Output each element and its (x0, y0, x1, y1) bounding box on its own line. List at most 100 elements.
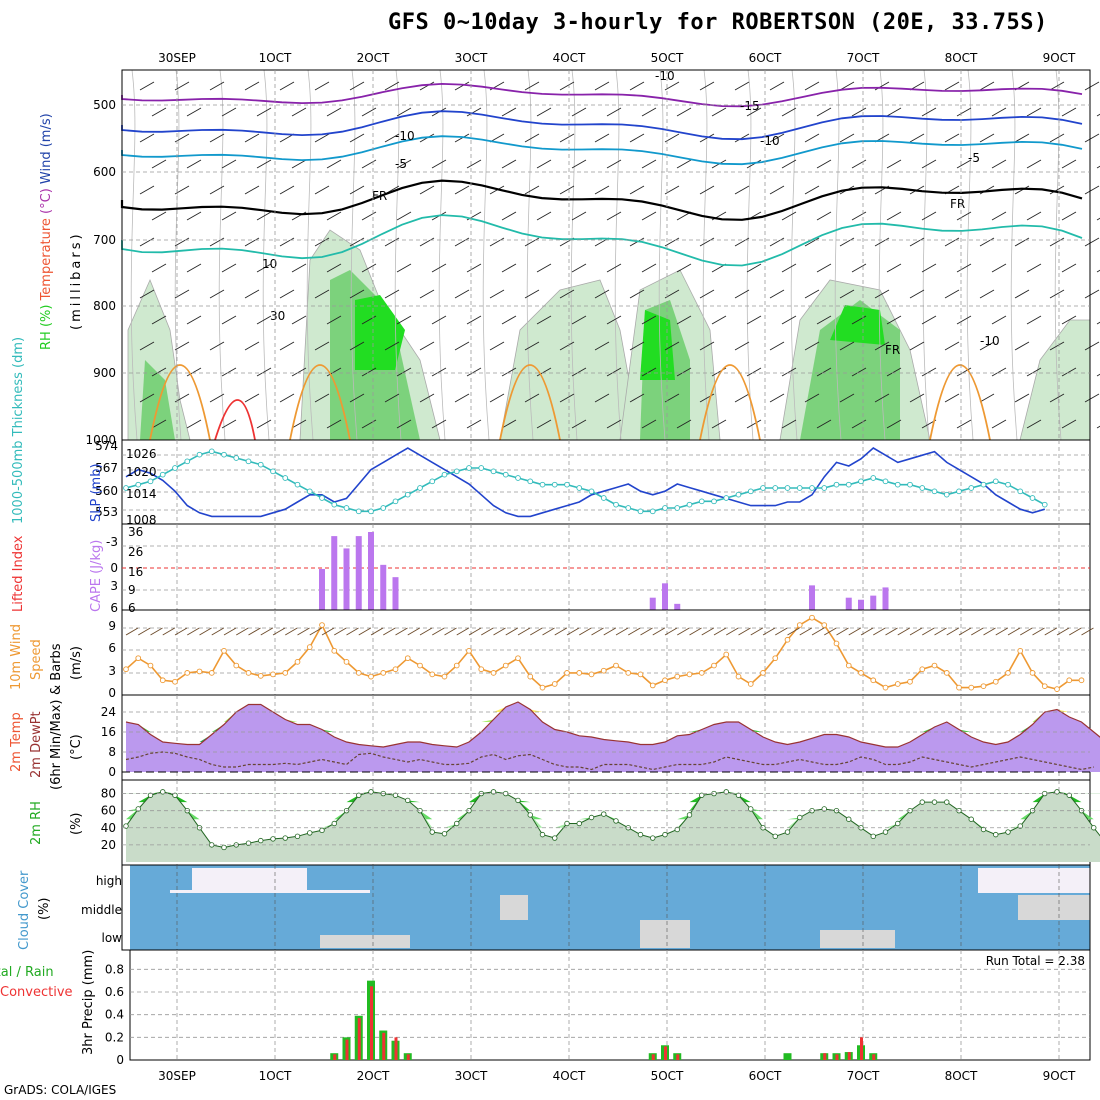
thickness-line-point (833, 481, 840, 488)
wind-barb (816, 367, 832, 377)
wind-barb (781, 159, 797, 169)
wind10-speed-line-point (772, 655, 779, 662)
thickness-line-point (980, 481, 987, 488)
wind-barb (979, 289, 995, 299)
wind10-speed-line-point (907, 678, 913, 685)
wind-barb (1026, 367, 1042, 377)
contour-label: -15 (740, 99, 760, 113)
thickness-line-point (674, 505, 681, 511)
wind10-speed-line-point (649, 682, 656, 689)
wind-barb (291, 315, 307, 325)
wind10-speed-line-point (527, 673, 534, 680)
wind10-speed-line-point (221, 647, 227, 654)
contour-label: -10 (655, 69, 675, 83)
rh2m-point (356, 792, 362, 798)
wind-barb (886, 419, 902, 429)
cape-tick: 6 (128, 601, 136, 615)
wind-barb (1014, 133, 1030, 143)
wind-barb (944, 341, 960, 351)
rh2m-point (405, 797, 411, 804)
wind-barb (816, 263, 832, 273)
wind-barb (466, 159, 482, 169)
wind-barb (221, 107, 237, 117)
wind-barb (326, 367, 342, 377)
wind-barb (1026, 159, 1042, 169)
wind10-barb (432, 627, 445, 636)
wind-barb (816, 315, 832, 325)
wind10-barb (481, 627, 494, 636)
contour-label: 30 (270, 309, 285, 323)
wind10-barb (125, 627, 139, 636)
wind10-barb (370, 627, 384, 636)
wind-barb (279, 393, 295, 403)
wind-barb (769, 133, 785, 143)
thickness-line-point (600, 495, 607, 501)
temp-contour-minus10 (121, 110, 1083, 141)
temp-contour-minus15 (121, 82, 1083, 108)
wind-barb (781, 315, 797, 325)
pressure-tick: 900 (93, 366, 116, 380)
wind-barb (209, 185, 225, 195)
thickness-line-point (747, 488, 754, 495)
wind10-speed-line-point (294, 659, 301, 665)
wind-barb (384, 393, 400, 403)
wind-barb (384, 289, 400, 299)
rh2m-point (429, 829, 435, 835)
wind-barb (979, 393, 995, 403)
thickness-line-point (784, 485, 791, 491)
date-label-bottom: 1OCT (259, 1069, 292, 1083)
wind-barb (979, 237, 995, 247)
wind-barb (571, 367, 587, 377)
thickness-line-point (956, 488, 962, 495)
wind-barb (139, 393, 155, 403)
rh-shade-mid (140, 360, 175, 440)
thickness-line-point (221, 451, 227, 458)
rh2m-point (674, 826, 680, 833)
wind-barb (1096, 165, 1100, 169)
wind-barb (746, 107, 762, 117)
wind-barb (1084, 133, 1100, 143)
wind-barb (699, 237, 715, 247)
wind-barb (524, 185, 540, 195)
wind10-speed-line-point (1054, 686, 1060, 692)
precip-conv-bar (406, 1054, 410, 1060)
wind10-units: (m/s) (69, 646, 84, 680)
date-label-top: 9OCT (1043, 51, 1076, 65)
thickness-line-point (931, 488, 938, 495)
rh2m-point (515, 797, 521, 804)
precip-conv-bar (835, 1054, 839, 1060)
wind-barb (1096, 269, 1100, 273)
precip-conv-bar (664, 1046, 667, 1060)
wind-barb (781, 367, 797, 377)
thickness-line-point (576, 485, 583, 491)
wind10-barb (603, 627, 616, 636)
thickness-line-point (135, 481, 142, 488)
wind10-tick: 6 (108, 641, 116, 655)
wind10-barb (566, 627, 580, 636)
wind-barb (641, 315, 657, 325)
wind-barb (244, 237, 260, 247)
wind-barb (629, 393, 645, 403)
wind-barb (711, 107, 727, 117)
wind-barb (256, 211, 272, 221)
thickness-line-point (1017, 488, 1024, 495)
wind-barb (361, 367, 377, 377)
wind-barb (851, 211, 867, 221)
wind-barb (209, 133, 225, 143)
wind10-barb (615, 627, 629, 636)
contour-label: FR (885, 343, 900, 357)
precip-conv-bar (676, 1054, 680, 1060)
li-ylabel: Lifted Index (11, 535, 26, 612)
date-label-bottom: 4OCT (553, 1069, 586, 1083)
wind10-barb (628, 627, 641, 636)
rh2m-point (821, 806, 827, 812)
wind-barb (524, 393, 540, 403)
thickness-tick: 553 (95, 505, 118, 519)
wind10-barb (677, 627, 690, 636)
wind10-barb (468, 627, 482, 636)
wind-barb (1026, 315, 1042, 325)
thickness-line-point (331, 501, 338, 508)
wind10-speed-line-point (355, 670, 362, 676)
wind-barb (384, 133, 400, 143)
cape-bar (858, 599, 864, 610)
